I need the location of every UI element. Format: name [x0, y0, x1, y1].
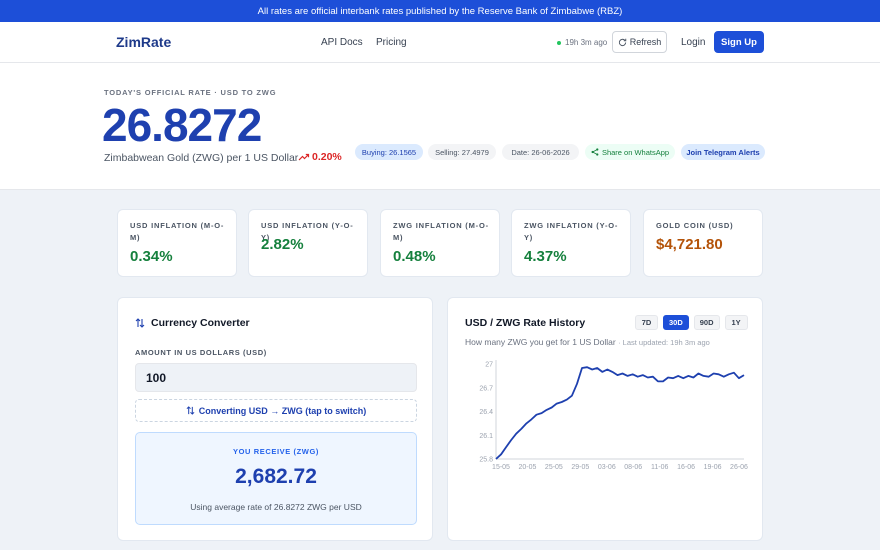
stat-label: GOLD COIN (USD)	[656, 221, 734, 230]
swap-icon	[186, 406, 195, 415]
logo[interactable]: ZimRate	[116, 34, 172, 50]
top-banner: All rates are official interbank rates p…	[0, 0, 880, 22]
selling-rate-badge: Selling: 27.4979	[428, 144, 496, 160]
rate-date-badge: Date: 26-06-2026	[502, 144, 579, 160]
history-title: USD / ZWG Rate History	[465, 317, 586, 329]
refresh-button[interactable]: Refresh	[612, 31, 667, 53]
range-tab-30d[interactable]: 30D	[663, 315, 689, 330]
chart-subtitle: How many ZWG you get for 1 US Dollar · L…	[465, 337, 710, 347]
stat-value: 0.48%	[393, 248, 436, 265]
y-tick-label: 26.4	[479, 409, 493, 416]
swap-icon	[135, 318, 145, 328]
y-tick-label: 25.8	[479, 457, 493, 464]
y-tick-label: 26.7	[479, 385, 493, 392]
result-label: YOU RECEIVE (ZWG)	[232, 447, 320, 456]
stat-card-zwg-mom: ZWG INFLATION (M-O-M) 0.48%	[380, 209, 500, 277]
rate-series-line	[495, 366, 745, 460]
refresh-icon	[618, 38, 626, 46]
stat-card-gold-coin: GOLD COIN (USD) $4,721.80	[643, 209, 763, 277]
stat-label: ZWG INFLATION (M-O-M)	[393, 221, 489, 242]
range-tab-90d[interactable]: 90D	[693, 315, 720, 330]
last-update-status: 19h 3m ago	[557, 38, 607, 47]
amount-input[interactable]: 100	[135, 363, 417, 392]
stat-card-usd-mom: USD INFLATION (M-O-M) 0.34%	[117, 209, 237, 277]
refresh-label: Refresh	[629, 37, 662, 47]
buying-rate-badge: Buying: 26.1565	[355, 144, 423, 160]
banner-text: All rates are official interbank rates p…	[257, 5, 623, 17]
stat-card-usd-yoy: USD INFLATION (Y-O-Y) 2.82%	[248, 209, 368, 277]
switch-direction-button[interactable]: Converting USD → ZWG (tap to switch)	[135, 399, 417, 422]
range-tab-7d[interactable]: 7D	[635, 315, 658, 330]
share-icon	[591, 148, 599, 156]
telegram-alerts-button[interactable]: Join Telegram Alerts	[681, 144, 765, 160]
login-link[interactable]: Login	[681, 37, 706, 48]
x-tick-label: 26-06	[730, 464, 748, 471]
result-note: Using average rate of 26.8272 ZWG per US…	[190, 502, 362, 512]
x-tick-label: 25-05	[545, 464, 563, 471]
rate-change: 0.20%	[298, 151, 342, 163]
x-tick-label: 29-05	[571, 464, 589, 471]
conversion-result: YOU RECEIVE (ZWG) 2,682.72 Using average…	[135, 432, 417, 525]
stat-label: ZWG INFLATION (Y-O-Y)	[524, 221, 619, 242]
official-rate-value: 26.8272	[102, 99, 262, 151]
x-tick-label: 15-05	[492, 464, 510, 471]
rate-history-chart: 25.8 26.1 26.4 26.7 27 15-05 20-05 25-05 29-05 03…	[479, 360, 748, 471]
x-tick-label: 03-06	[598, 464, 616, 471]
x-tick-label: 16-06	[677, 464, 695, 471]
stat-label: USD INFLATION (Y-O-Y)	[261, 221, 354, 242]
x-tick-label: 08-06	[624, 464, 642, 471]
currency-converter-card: Currency Converter AMOUNT IN US DOLLARS …	[117, 297, 433, 541]
amount-label: AMOUNT IN US DOLLARS (USD)	[135, 348, 267, 357]
last-update-text: 19h 3m ago	[565, 38, 608, 47]
stat-label: USD INFLATION (M-O-M)	[130, 221, 225, 242]
x-tick-label: 19-06	[704, 464, 722, 471]
converter-title: Currency Converter	[135, 317, 250, 329]
hero-caption: TODAY'S OFFICIAL RATE · USD TO ZWG	[104, 88, 277, 97]
y-tick-label: 26.1	[479, 433, 493, 440]
signup-button[interactable]: Sign Up	[714, 31, 764, 53]
x-tick-label: 11-06	[651, 464, 668, 471]
stat-value: 4.37%	[524, 248, 567, 265]
share-whatsapp-label: Share on WhatsApp	[601, 147, 670, 157]
hero-section: TODAY'S OFFICIAL RATE · USD TO ZWG 26.82…	[0, 63, 880, 190]
rate-description: Zimbabwean Gold (ZWG) per 1 US Dollar	[104, 152, 299, 164]
switch-direction-label: Converting USD → ZWG (tap to switch)	[198, 405, 367, 416]
nav-link-pricing[interactable]: Pricing	[376, 37, 407, 48]
stat-value: 2.82%	[261, 236, 304, 253]
stat-value: 0.34%	[130, 248, 173, 265]
range-tab-1y[interactable]: 1Y	[724, 315, 748, 330]
trend-up-icon	[298, 153, 310, 161]
rate-history-card: USD / ZWG Rate History 7D 30D 90D 1Y How…	[447, 297, 763, 541]
converter-title-text: Currency Converter	[151, 317, 250, 329]
status-dot-icon	[557, 40, 561, 45]
share-whatsapp-button[interactable]: Share on WhatsApp	[585, 144, 675, 160]
y-tick-label: 27	[485, 362, 493, 369]
chart-subtitle-text: How many ZWG you get for 1 US Dollar	[465, 337, 616, 347]
stat-value: $4,721.80	[656, 236, 723, 253]
range-tabs: 7D 30D 90D 1Y	[635, 315, 748, 330]
x-tick-label: 20-05	[518, 464, 536, 471]
nav-link-api-docs[interactable]: API Docs	[321, 37, 363, 48]
top-navbar: ZimRate API Docs Pricing 19h 3m ago Refr…	[0, 22, 880, 63]
chart-last-updated: · Last updated: 19h 3m ago	[618, 338, 710, 347]
stat-card-zwg-yoy: ZWG INFLATION (Y-O-Y) 4.37%	[511, 209, 631, 277]
result-value: 2,682.72	[235, 465, 317, 488]
rate-change-value: 0.20%	[312, 151, 342, 163]
